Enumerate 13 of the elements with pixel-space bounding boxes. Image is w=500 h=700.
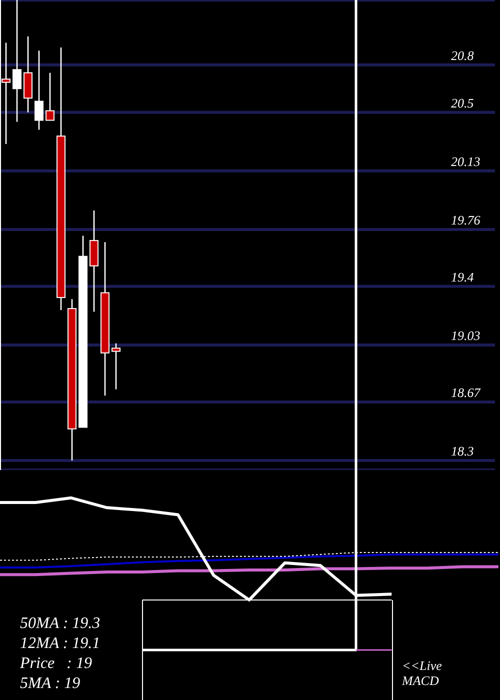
text: Price : 19	[20, 654, 92, 674]
y-tick-label: 19.4	[451, 269, 474, 284]
y-tick-label: 18.3	[451, 444, 474, 459]
y-tick-label: 20.5	[451, 95, 474, 110]
y-tick-label: 20.8	[451, 48, 474, 63]
annotation: 12MA : 19.1	[20, 634, 100, 654]
y-tick-label: 18.67	[451, 384, 481, 400]
annotation: 50MA : 19.3	[20, 614, 100, 634]
y-tick-label: 20.13	[451, 154, 481, 169]
y-tick-label: 19.76	[451, 212, 481, 228]
y-tick-label: 19.03	[451, 328, 481, 343]
text: 5MA : 19	[20, 674, 80, 694]
text: <<Live MACD	[402, 658, 443, 688]
